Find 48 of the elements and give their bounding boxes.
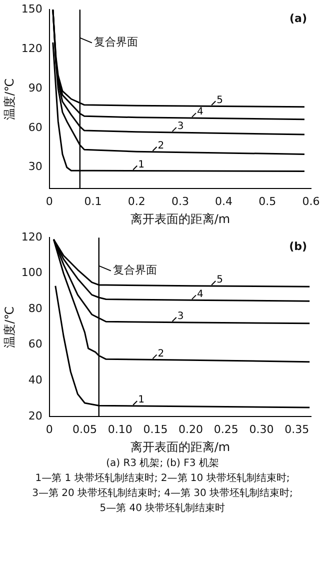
- x-tick-label: 0.6: [302, 194, 320, 208]
- x-tick-label: 0.3: [171, 194, 189, 208]
- x-tick-label: 0.5: [258, 194, 276, 208]
- legend-label: 5: [216, 274, 223, 286]
- y-tick-label: 60: [28, 120, 42, 134]
- text: 3—第 20 块带坯轧制结束时; 4—第 30 块带坯轧制结束时;: [31, 486, 294, 501]
- x-tick-label: 0.1: [84, 194, 102, 208]
- y-axis-title: 温度/℃: [2, 78, 16, 120]
- x-tick-label: 0.35: [284, 422, 310, 436]
- x-tick-label: 0.15: [143, 422, 168, 436]
- text: (a) R3 机架; (b) F3 机架: [105, 456, 220, 471]
- legend-label: 1: [138, 394, 144, 406]
- legend-label: 3: [177, 310, 184, 322]
- x-tick-label: 0.4: [215, 194, 233, 208]
- annotation: (a): [290, 12, 307, 25]
- text: 1—第 1 块带坯轧制结束时; 2—第 10 块带坯轧制结束时;: [34, 472, 291, 486]
- legend-label: 3: [177, 121, 184, 132]
- x-tick-label: 0: [46, 422, 53, 436]
- annotation: (b): [289, 240, 307, 253]
- x-tick-label: 0.05: [72, 422, 97, 436]
- y-tick-label: 40: [28, 374, 42, 386]
- legend-label: 5: [216, 94, 223, 106]
- legend-label: 1: [138, 159, 144, 170]
- x-tick-label: 0.20: [178, 422, 204, 436]
- x-axis-title: 离开表面的距离/m: [130, 440, 230, 454]
- x-tick-label: 0.25: [214, 422, 238, 436]
- x-tick-label: 0.10: [108, 422, 132, 436]
- ref-line-label: 复合界面: [94, 36, 138, 49]
- legend-label: 2: [158, 140, 164, 152]
- x-tick-label: 0.30: [249, 422, 274, 436]
- y-tick-label: 120: [21, 230, 42, 244]
- text: 5—第 40 块带坯轧制结束时: [98, 502, 226, 516]
- y-tick-label: 20: [28, 409, 42, 422]
- y-tick-label: 120: [21, 42, 42, 55]
- x-axis-title: 离开表面的距离/m: [130, 212, 230, 226]
- legend-label: 4: [196, 106, 204, 118]
- x-tick-label: 0: [46, 194, 53, 208]
- y-tick-label: 100: [21, 266, 42, 280]
- y-tick-label: 80: [28, 302, 42, 315]
- y-tick-label: 30: [28, 160, 42, 174]
- legend-label: 2: [158, 348, 164, 360]
- x-tick-label: 0.2: [128, 194, 146, 208]
- ref-line-label: 复合界面: [112, 264, 157, 277]
- y-tick-label: 90: [28, 81, 42, 94]
- y-axis-title: 温度/℃: [2, 306, 16, 348]
- y-tick-label: 150: [21, 2, 42, 16]
- y-tick-label: 60: [28, 338, 42, 351]
- legend-label: 4: [196, 288, 204, 300]
